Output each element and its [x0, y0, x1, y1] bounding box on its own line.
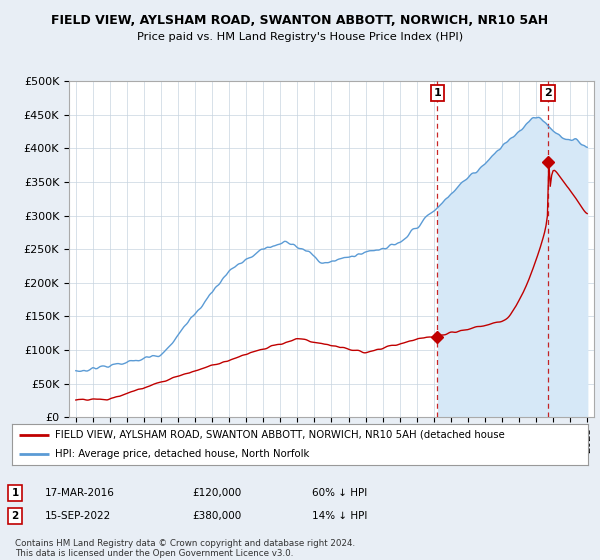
Text: HPI: Average price, detached house, North Norfolk: HPI: Average price, detached house, Nort… [55, 449, 310, 459]
Text: £120,000: £120,000 [192, 488, 241, 498]
Text: 17-MAR-2016: 17-MAR-2016 [45, 488, 115, 498]
Text: 60% ↓ HPI: 60% ↓ HPI [312, 488, 367, 498]
Text: 15-SEP-2022: 15-SEP-2022 [45, 511, 111, 521]
Text: Price paid vs. HM Land Registry's House Price Index (HPI): Price paid vs. HM Land Registry's House … [137, 32, 463, 43]
Text: £380,000: £380,000 [192, 511, 241, 521]
Text: 2: 2 [11, 511, 19, 521]
Text: FIELD VIEW, AYLSHAM ROAD, SWANTON ABBOTT, NORWICH, NR10 5AH: FIELD VIEW, AYLSHAM ROAD, SWANTON ABBOTT… [52, 14, 548, 27]
Text: FIELD VIEW, AYLSHAM ROAD, SWANTON ABBOTT, NORWICH, NR10 5AH (detached house: FIELD VIEW, AYLSHAM ROAD, SWANTON ABBOTT… [55, 430, 505, 440]
Text: 1: 1 [11, 488, 19, 498]
Text: Contains HM Land Registry data © Crown copyright and database right 2024.
This d: Contains HM Land Registry data © Crown c… [15, 539, 355, 558]
Text: 1: 1 [433, 88, 441, 98]
Text: 14% ↓ HPI: 14% ↓ HPI [312, 511, 367, 521]
Text: 2: 2 [544, 88, 552, 98]
